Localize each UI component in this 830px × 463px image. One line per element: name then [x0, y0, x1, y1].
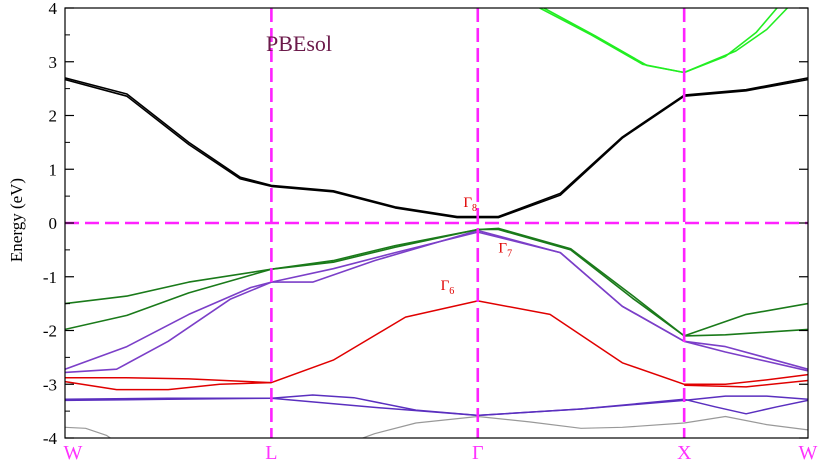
y-tick-label: -3 [43, 375, 57, 394]
y-tick-label: -2 [43, 322, 57, 341]
band-line-3-1 [65, 229, 808, 374]
annotation-gamma-6: Γ6 [441, 278, 455, 297]
band-line-0-2 [361, 415, 808, 438]
kpoint-label-0: W [64, 442, 83, 463]
band-line-2-1 [65, 380, 272, 391]
kpoint-label-3: X [677, 442, 692, 463]
band-line-4-1 [65, 227, 808, 337]
band-lines [65, 8, 808, 449]
band-line-3-0 [65, 231, 808, 372]
high-symmetry-lines [65, 8, 808, 438]
annotations: Γ8 Γ7 Γ6 [441, 195, 512, 297]
chart-title: PBEsol [266, 31, 332, 56]
band-line-6-1 [543, 8, 788, 74]
y-axis-label: Energy (eV) [7, 178, 26, 262]
annotation-gamma-7: Γ7 [498, 241, 512, 260]
annotation-gamma-8: Γ8 [463, 195, 477, 214]
band-line-6-0 [539, 8, 778, 74]
y-tick-label: -4 [43, 429, 58, 448]
kpoint-label-4: W [799, 442, 818, 463]
band-line-5-1 [65, 78, 808, 219]
y-tick-label: 1 [49, 160, 58, 179]
y-tick-label: 0 [49, 214, 58, 233]
band-line-0-0 [65, 426, 112, 438]
y-tick-label: 4 [49, 0, 58, 18]
y-tick-label: 2 [49, 107, 58, 126]
band-line-2-2 [684, 379, 808, 388]
y-tick-label: -1 [43, 268, 57, 287]
kpoint-label-2: Γ [472, 442, 484, 463]
band-line-5-0 [65, 77, 808, 218]
y-tick-label: 3 [49, 53, 58, 72]
kpoint-label-1: L [265, 442, 277, 463]
y-axis-ticks: -4 -3 -2 -1 0 1 2 3 4 [43, 0, 808, 448]
band-line-0-1 [137, 441, 189, 449]
